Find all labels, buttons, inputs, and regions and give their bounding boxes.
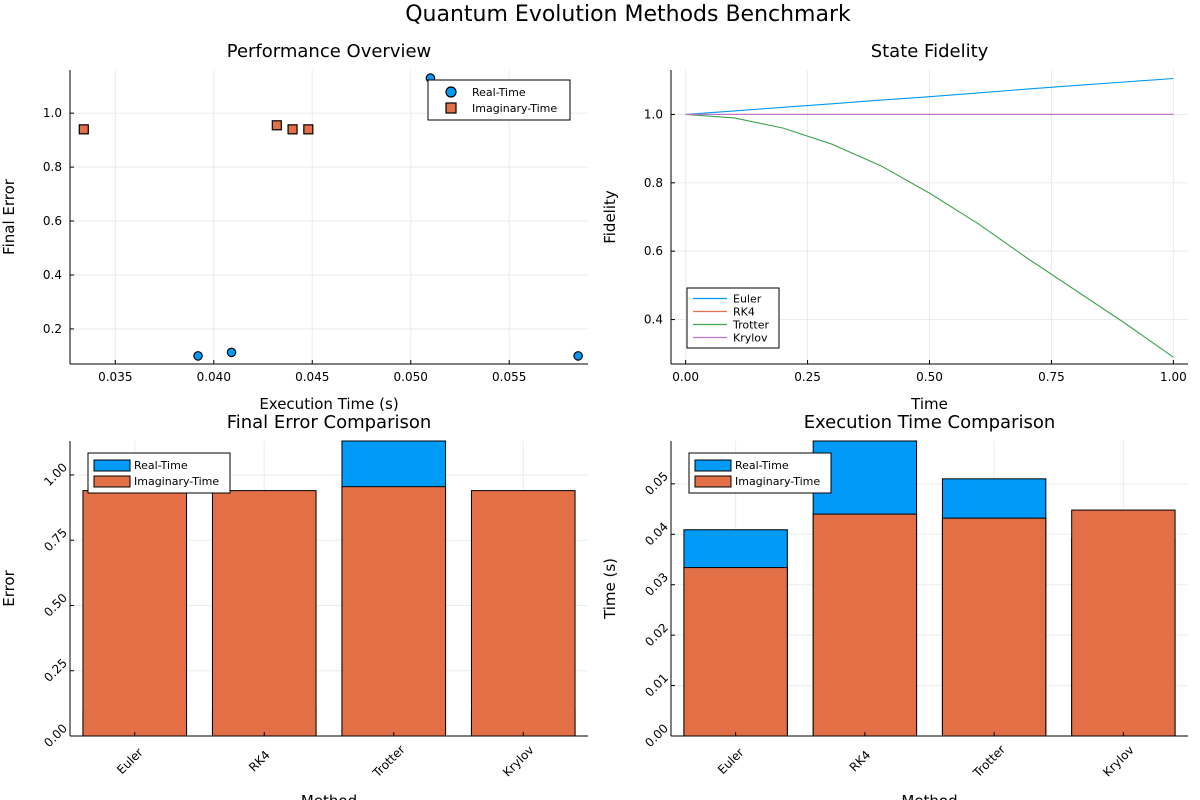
y-tick-label: 0.8 <box>644 176 663 190</box>
series-line-euler <box>685 77 1174 115</box>
x-axis-label: Method <box>301 792 357 800</box>
y-axis-label: Final Error <box>0 178 18 255</box>
bar-imaginary-time <box>683 567 788 737</box>
series-line-trotter <box>685 113 1174 358</box>
data-point-imaginary-time <box>303 124 314 135</box>
legend-label: Imaginary-Time <box>134 475 219 488</box>
legend-bar-swatch <box>694 475 732 488</box>
x-tick-label: 0.035 <box>98 370 132 384</box>
state-fidelity-panel: State Fidelity 0.4 0.6 0.8 1.0 0.00 0.25 0.50 0.… <box>601 41 1188 413</box>
data-point-real-time <box>193 351 203 361</box>
panel-title: State Fidelity <box>871 41 989 62</box>
y-tick-label: 0.04 <box>642 520 671 549</box>
bar-imaginary-time <box>941 517 1047 737</box>
x-tick-label: Euler <box>715 745 747 777</box>
bar-imaginary-time <box>82 490 188 737</box>
x-tick-label: 0.75 <box>1038 370 1065 384</box>
y-tick-label: 0.05 <box>642 469 671 498</box>
data-point-real-time <box>573 351 583 361</box>
x-tick-label: 0.50 <box>916 370 943 384</box>
bar-imaginary-time <box>211 490 317 737</box>
x-tick-label: RK4 <box>246 748 273 775</box>
x-tick-label: Trotter <box>369 742 407 780</box>
y-tick-label: 1.0 <box>644 107 663 121</box>
execution-time-comparison-panel: Execution Time Comparison 0.00 0.01 0.02 0.0… <box>601 412 1188 800</box>
y-tick-label: 0.03 <box>642 570 671 599</box>
x-axis-label: Execution Time (s) <box>259 395 398 413</box>
x-tick-label: Krylov <box>500 743 537 780</box>
legend-label: Real-Time <box>735 459 789 472</box>
y-tick-label: 1.00 <box>41 460 70 489</box>
x-tick-label: 0.045 <box>295 370 329 384</box>
final-error-comparison-panel: Final Error Comparison 0.00 0.25 0.50 0.75 1.… <box>0 412 588 800</box>
legend-label: Imaginary-Time <box>735 475 820 488</box>
y-tick-label: 0.02 <box>642 620 671 649</box>
data-point-imaginary-time <box>78 124 89 135</box>
panel-title: Execution Time Comparison <box>804 412 1056 433</box>
legend-label: Krylov <box>733 332 768 345</box>
y-tick-label: 0.4 <box>644 313 663 327</box>
data-point-imaginary-time <box>287 124 298 135</box>
bar-imaginary-time <box>341 486 447 737</box>
y-tick-label: 1.0 <box>43 106 62 120</box>
x-tick-label: 0.00 <box>672 370 699 384</box>
x-axis-label: Method <box>901 792 957 800</box>
y-tick-label: 0.75 <box>41 525 70 554</box>
legend-bar-swatch <box>694 459 732 472</box>
x-axis-label: Time <box>910 395 948 413</box>
panel-title: Performance Overview <box>227 41 432 62</box>
y-tick-label: 0.2 <box>43 322 62 336</box>
legend-label: Euler <box>733 293 762 306</box>
legend-bar-swatch <box>93 459 131 472</box>
legend: Real-Time Imaginary-Time <box>688 452 832 494</box>
y-tick-label: 0.8 <box>43 160 62 174</box>
legend-label: Real-Time <box>134 459 188 472</box>
bar-imaginary-time <box>1071 509 1176 737</box>
data-point-real-time <box>226 347 237 358</box>
y-tick-label: 0.01 <box>642 671 671 700</box>
x-tick-label: 1.00 <box>1160 370 1187 384</box>
legend-marker-swatch <box>445 86 457 98</box>
legend: Real-Time Imaginary-Time <box>427 79 571 121</box>
y-tick-label: 0.6 <box>644 244 663 258</box>
x-tick-label: Trotter <box>970 742 1008 780</box>
y-axis-label: Time (s) <box>601 558 619 620</box>
y-axis-label: Error <box>0 569 18 606</box>
x-tick-label: 0.040 <box>197 370 231 384</box>
panel-title: Final Error Comparison <box>227 412 432 433</box>
y-tick-label: 0.4 <box>43 268 62 282</box>
x-tick-label: 0.055 <box>492 370 526 384</box>
y-tick-label: 0.25 <box>41 656 70 685</box>
y-axis-label: Fidelity <box>601 190 619 244</box>
x-tick-label: Krylov <box>1100 743 1137 780</box>
x-tick-label: 0.050 <box>394 370 428 384</box>
legend-label: Trotter <box>732 319 770 332</box>
legend-marker-swatch <box>445 102 457 114</box>
x-tick-label: RK4 <box>847 748 874 775</box>
legend-label: RK4 <box>733 306 755 319</box>
x-tick-label: Euler <box>114 745 146 777</box>
legend: Real-Time Imaginary-Time <box>87 452 231 494</box>
data-point-imaginary-time <box>271 120 282 131</box>
figure-title: Quantum Evolution Methods Benchmark <box>405 2 851 27</box>
legend-bar-swatch <box>93 475 131 488</box>
legend-label: Real-Time <box>472 86 526 99</box>
y-tick-label: 0.50 <box>41 591 70 620</box>
bar-imaginary-time <box>812 513 918 737</box>
y-tick-label: 0.00 <box>41 721 70 750</box>
legend-label: Imaginary-Time <box>472 102 557 115</box>
performance-overview-panel: Performance Overview 0.2 0.4 0.6 0.8 1.0 0.035… <box>0 41 588 413</box>
x-tick-label: 0.25 <box>794 370 821 384</box>
bar-imaginary-time <box>470 490 576 737</box>
y-tick-label: 0.6 <box>43 214 62 228</box>
y-tick-label: 0.00 <box>642 721 671 750</box>
